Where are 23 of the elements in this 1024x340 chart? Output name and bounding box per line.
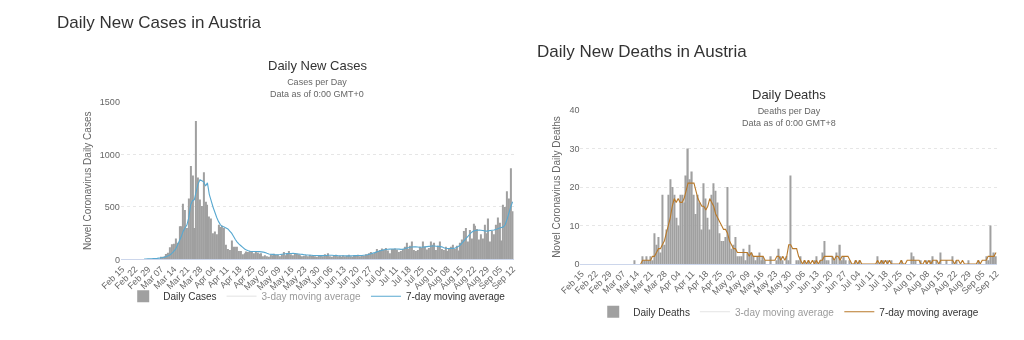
y-tick-label: 30	[569, 143, 580, 154]
y-tick-label: 500	[104, 202, 120, 213]
y-tick-label: 40	[569, 105, 580, 116]
chart-title: Daily New Cases	[268, 58, 368, 73]
y-tick-label: 0	[114, 254, 120, 265]
y-tick-label: 10	[569, 220, 580, 231]
chart-subtitle: Deaths per Day Data as of 0:00 GMT+8	[742, 106, 836, 128]
legend-label: Daily Cases	[163, 291, 217, 303]
y-axis-title: Novel Coronavirus Daily Cases	[81, 111, 93, 250]
chart-subtitle: Cases per Day Data as of 0:00 GMT+0	[270, 77, 364, 99]
chart-title: Daily Deaths	[752, 87, 827, 102]
y-tick-label: 1000	[99, 149, 120, 160]
legend-label: Daily Deaths	[633, 306, 690, 318]
legend-label: 3-day moving average	[734, 306, 835, 318]
y-tick-label: 0	[574, 259, 580, 270]
y-tick-label: 1500	[99, 97, 120, 108]
text: Daily New Cases in Austria	[57, 13, 262, 32]
legend-label: 7-day moving average	[405, 291, 506, 303]
text: Daily New Deaths in Austria	[537, 42, 748, 61]
legend-label: 3-day moving average	[261, 291, 361, 303]
y-axis-title: Novel Coronavirus Daily Deaths	[551, 116, 563, 258]
y-tick-label: 20	[569, 182, 580, 193]
legend-label: 7-day moving average	[879, 306, 979, 318]
